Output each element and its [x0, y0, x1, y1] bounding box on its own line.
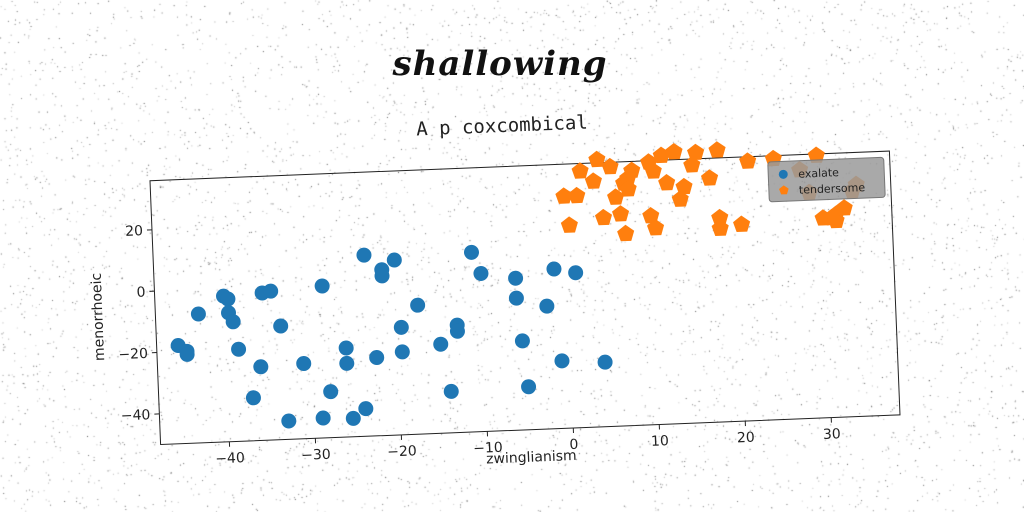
plot-frame — [149, 150, 901, 446]
point-tendersome — [612, 205, 630, 222]
point-exalate — [597, 354, 613, 370]
point-tendersome — [739, 152, 757, 169]
point-tendersome — [588, 150, 606, 168]
chart-title: A p coxcombical — [416, 112, 588, 141]
point-tendersome — [560, 216, 578, 233]
point-exalate — [253, 359, 269, 375]
x-tick-label: 30 — [823, 426, 841, 443]
x-axis: −40 −30 −20 −10 0 10 20 30 — [215, 417, 841, 467]
x-tick-label: −30 — [301, 447, 331, 464]
point-exalate — [314, 278, 330, 294]
point-exalate — [356, 247, 372, 263]
legend-label-exalate: exalate — [798, 166, 839, 181]
point-exalate — [464, 244, 480, 260]
point-tendersome — [835, 199, 853, 216]
point-tendersome — [711, 208, 729, 226]
point-exalate — [345, 410, 361, 426]
point-exalate — [338, 340, 354, 356]
point-tendersome — [617, 224, 635, 242]
point-exalate — [508, 270, 524, 286]
point-tendersome — [644, 162, 662, 179]
point-exalate — [220, 291, 236, 307]
point-tendersome — [671, 190, 689, 207]
point-tendersome — [665, 143, 683, 160]
legend-marker-tendersome — [779, 185, 789, 195]
y-tick-label: −40 — [121, 407, 151, 424]
point-exalate — [554, 353, 570, 369]
point-tendersome — [683, 156, 701, 173]
point-tendersome — [700, 169, 719, 186]
point-exalate — [179, 346, 195, 362]
point-exalate — [273, 318, 289, 334]
point-tendersome — [675, 177, 693, 195]
point-tendersome — [652, 146, 670, 164]
point-exalate — [514, 333, 530, 349]
x-tick-label: 20 — [737, 430, 755, 447]
point-tendersome — [646, 219, 665, 236]
x-tick-label: −40 — [215, 450, 245, 467]
point-exalate — [225, 314, 241, 330]
legend-marker-exalate — [778, 169, 788, 179]
point-exalate — [393, 319, 409, 335]
point-exalate — [358, 401, 374, 417]
point-exalate — [394, 344, 410, 360]
point-tendersome — [594, 208, 613, 226]
data-points — [170, 141, 865, 429]
x-tick-label: 0 — [569, 437, 579, 453]
y-axis: −40 −20 0 20 — [118, 223, 160, 424]
point-exalate — [508, 290, 524, 306]
point-exalate — [369, 350, 385, 366]
y-tick-label: −20 — [118, 346, 148, 363]
point-tendersome — [733, 215, 751, 233]
point-exalate — [473, 265, 489, 281]
point-exalate — [323, 384, 339, 400]
point-exalate — [263, 283, 279, 299]
y-tick-label: 20 — [125, 223, 143, 240]
point-exalate — [386, 252, 402, 268]
point-tendersome — [571, 162, 589, 179]
point-exalate — [568, 265, 584, 281]
x-tick-label: 10 — [651, 433, 669, 450]
point-exalate — [546, 261, 562, 277]
point-tendersome — [607, 188, 625, 205]
figure-suptitle: shallowing — [392, 44, 608, 84]
point-tendersome — [623, 161, 641, 179]
point-tendersome — [555, 187, 573, 204]
point-tendersome — [619, 180, 637, 197]
x-tick-label: −10 — [473, 440, 503, 457]
point-tendersome — [601, 157, 619, 175]
point-exalate — [245, 390, 261, 406]
y-axis-label: menorrhoeic — [89, 272, 109, 361]
point-exalate — [315, 410, 331, 426]
point-tendersome — [687, 143, 705, 161]
point-tendersome — [708, 141, 726, 158]
point-exalate — [449, 323, 465, 339]
x-axis-label: zwinglianism — [486, 448, 577, 468]
y-tick-label: 0 — [136, 285, 146, 301]
legend-label-tendersome: tendersome — [799, 181, 866, 197]
point-tendersome — [568, 186, 586, 204]
point-tendersome — [807, 146, 825, 163]
legend-box — [767, 156, 886, 203]
x-tick-label: −20 — [387, 443, 417, 460]
point-exalate — [433, 336, 449, 352]
point-exalate — [443, 383, 459, 399]
point-exalate — [296, 356, 312, 372]
point-tendersome — [584, 172, 602, 189]
point-exalate — [339, 355, 355, 371]
point-exalate — [410, 297, 426, 313]
point-exalate — [521, 379, 537, 395]
point-tendersome — [658, 174, 676, 191]
point-exalate — [190, 306, 206, 322]
point-exalate — [539, 298, 555, 314]
point-exalate — [281, 413, 297, 429]
point-exalate — [231, 341, 247, 357]
plot-area: −40 −30 −20 −10 0 10 20 30 −40 −20 0 20 zwingliani… — [89, 141, 901, 468]
point-exalate — [374, 268, 390, 284]
